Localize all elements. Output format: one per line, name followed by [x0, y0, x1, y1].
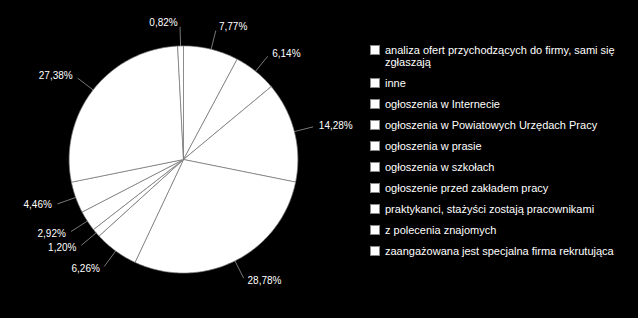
svg-text:2,92%: 2,92%: [38, 228, 66, 239]
html-text:ogłoszenia w Powiatowych Urzęd: ogłoszenia w Powiatowych Urzędach Pracy: [385, 119, 598, 131]
svg-text:4,46%: 4,46%: [24, 199, 52, 210]
html-text:ogłoszenia w szkołach: ogłoszenia w szkołach: [385, 161, 495, 173]
html-text:ogłoszenia w prasie: ogłoszenia w prasie: [385, 140, 482, 152]
html-text:ogłoszenie przed zakładem prac: ogłoszenie przed zakładem pracy: [385, 182, 549, 194]
html-text:ogłoszenia w Internecie: ogłoszenia w Internecie: [385, 98, 500, 110]
html-text:zaangażowana jest specjalna fi: zaangażowana jest specjalna firma rekrut…: [385, 245, 614, 257]
svg-text:7,77%: 7,77%: [219, 21, 247, 32]
svg-text:6,26%: 6,26%: [72, 263, 100, 274]
html-text:z polecenia znajomych: z polecenia znajomych: [385, 224, 497, 236]
svg-text:14,28%: 14,28%: [319, 120, 353, 131]
svg-text:1,20%: 1,20%: [48, 242, 76, 253]
html-text:praktykanci, stażyści zostają: praktykanci, stażyści zostają pracownika…: [385, 203, 595, 215]
svg-text:0,82%: 0,82%: [149, 17, 177, 28]
svg-text:6,14%: 6,14%: [272, 48, 300, 59]
svg-text:28,78%: 28,78%: [248, 275, 282, 286]
svg-text:27,38%: 27,38%: [39, 70, 73, 81]
html-text:analiza ofert przychodzących d: analiza ofert przychodzących do firmy, s…: [385, 44, 615, 68]
html-text:inne: inne: [385, 77, 406, 89]
